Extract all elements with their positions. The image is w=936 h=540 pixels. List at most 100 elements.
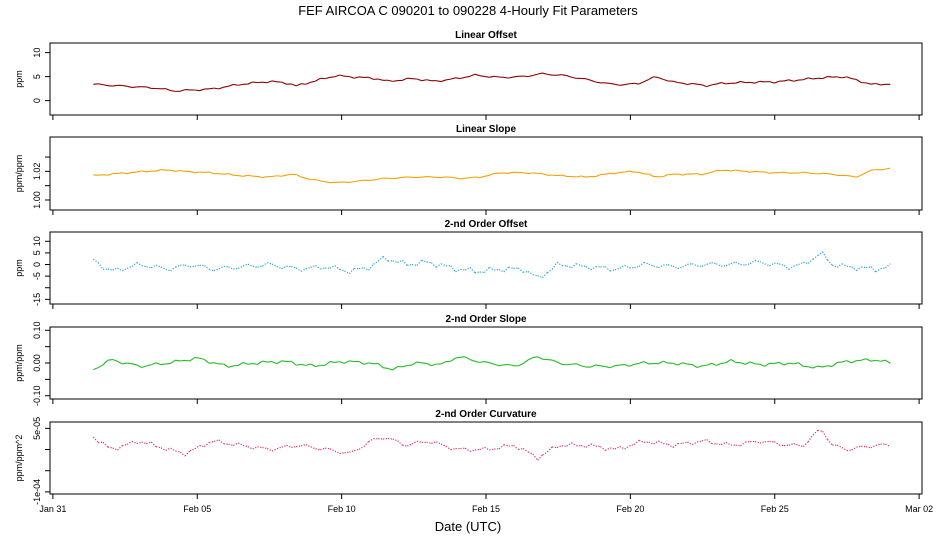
series-segment [494,268,500,271]
series-segment [841,446,848,452]
series-segment [474,176,480,179]
series-segment [102,359,109,366]
series-segment [349,181,355,184]
series-segment [291,83,297,87]
series-segment [440,263,447,267]
series-segment [498,364,504,367]
series-segment [300,176,306,179]
series-segment [122,84,128,87]
series-segment [527,451,534,455]
series-segment [672,362,678,366]
series-segment [107,446,113,449]
series-segment [610,82,616,85]
series-segment [489,172,495,176]
series-segment [348,268,355,275]
y-tick-label: -5 [32,272,42,280]
series-segment [619,84,625,86]
series-segment [803,171,809,174]
series-segment [310,363,316,368]
series-segment [749,361,756,365]
series-segment [730,359,736,363]
series-segment [310,80,316,83]
series-segment [706,439,712,445]
panel-title: 2-nd Order Offset [445,219,528,230]
series-segment [711,83,717,86]
series-segment [344,270,350,275]
series-segment [861,445,867,448]
series-segment [107,268,113,271]
series-segment [281,265,287,270]
series-segment [624,83,630,86]
series-segment [725,263,732,267]
series-segment [325,447,331,450]
series-segment [696,265,702,268]
series-segment [682,82,688,86]
series-segment [262,360,268,363]
series-segment [339,452,345,455]
series-segment [223,265,229,268]
series-segment [300,83,306,85]
series-segment [464,447,471,452]
series-segment [160,266,167,270]
series-segment [339,74,345,77]
series-segment [716,362,722,366]
series-segment [513,75,519,78]
series-segment [542,173,548,176]
series-segment [344,451,350,454]
series-segment [402,364,408,368]
series-segment [745,263,751,266]
series-segment [180,169,186,172]
series-segment [634,362,640,365]
series-segment [783,79,789,82]
series-segment [658,264,664,269]
series-segment [484,75,490,78]
series-segment [383,367,389,370]
series-segment [146,441,152,445]
series-segment [455,268,461,273]
series-segment [194,89,200,92]
series-segment [532,274,538,277]
series-segment [609,365,616,369]
series-segment [691,263,698,267]
series-segment [426,362,432,367]
series-segment [822,251,828,261]
series-segment [358,446,365,450]
series-segment [701,364,707,367]
series-segment [112,447,118,451]
series-segment [126,171,133,175]
series-segment [165,362,171,365]
series-segment [122,443,128,447]
series-segment [643,78,649,83]
series-segment [846,175,852,177]
series-segment [696,83,702,86]
series-segment [435,441,442,445]
series-segment [189,357,196,362]
series-segment [199,357,205,360]
series-segment [638,261,645,267]
series-segment [754,80,761,84]
series-segment [247,263,253,267]
series-segment [851,360,857,364]
series-segment [373,260,379,265]
series-segment [213,87,219,90]
series-segment [788,79,794,82]
series-segment [334,265,341,270]
series-segment [740,80,746,84]
series-segment [812,429,819,436]
series-segment [160,363,166,366]
series-segment [373,178,379,181]
series-segment [581,175,587,178]
series-segment [551,359,558,363]
series-segment [296,445,302,448]
series-segment [803,77,809,81]
y-tick-label: 1.00 [32,191,42,209]
series-segment [600,365,606,368]
series-segment [527,357,534,361]
series-segment [841,360,847,363]
panel-title: Linear Offset [455,30,517,41]
series-segment [803,261,809,264]
series-segment [691,441,698,446]
series-segment [117,360,123,365]
series-segment [614,445,621,450]
series-segment [571,76,577,79]
